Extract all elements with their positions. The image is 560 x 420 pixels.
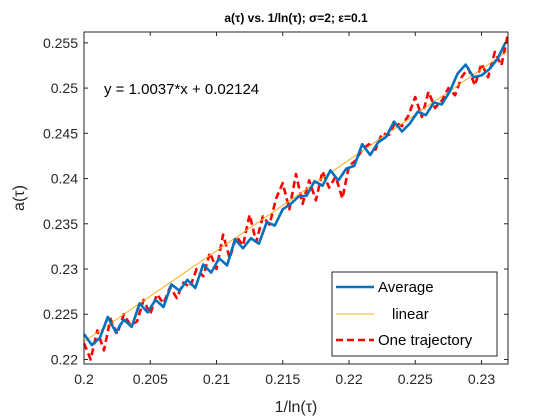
y-tick-label: 0.245 bbox=[43, 125, 78, 141]
x-axis-label: 1/ln(τ) bbox=[275, 399, 318, 416]
y-axis-label: a(τ) bbox=[11, 185, 28, 211]
legend-label-average: Average bbox=[378, 279, 434, 296]
y-tick-label: 0.22 bbox=[51, 351, 78, 367]
x-tick-label: 0.225 bbox=[398, 371, 433, 387]
chart-title: a(τ) vs. 1/ln(τ); σ=2; ε=0.1 bbox=[224, 11, 368, 25]
y-tick-label: 0.23 bbox=[51, 261, 78, 277]
fit-equation-annotation: y = 1.0037*x + 0.02124 bbox=[104, 81, 259, 98]
legend-label-one-trajectory: One trajectory bbox=[378, 332, 473, 349]
legend: Average linear One trajectory bbox=[331, 271, 498, 357]
series-line-average bbox=[82, 42, 507, 347]
y-tick-label: 0.225 bbox=[43, 306, 78, 322]
plot-frame bbox=[83, 31, 509, 365]
y-tick-label: 0.25 bbox=[51, 80, 78, 96]
x-tick-label: 0.205 bbox=[133, 371, 168, 387]
series-layer bbox=[82, 33, 510, 361]
x-tick-label: 0.22 bbox=[335, 371, 362, 387]
y-tick-label: 0.235 bbox=[43, 216, 78, 232]
y-tick-label: 0.24 bbox=[51, 171, 78, 187]
ticks-layer: 0.2 0.205 0.21 0.215 0.22 0.225 0.23 0.22 0.225 0… bbox=[43, 32, 508, 387]
legend-label-linear: linear bbox=[392, 306, 429, 323]
series-line-linear bbox=[83, 50, 509, 343]
x-tick-label: 0.2 bbox=[74, 371, 94, 387]
x-tick-label: 0.23 bbox=[468, 371, 495, 387]
x-tick-label: 0.21 bbox=[203, 371, 230, 387]
y-tick-label: 0.255 bbox=[43, 35, 78, 51]
x-tick-label: 0.215 bbox=[265, 371, 300, 387]
